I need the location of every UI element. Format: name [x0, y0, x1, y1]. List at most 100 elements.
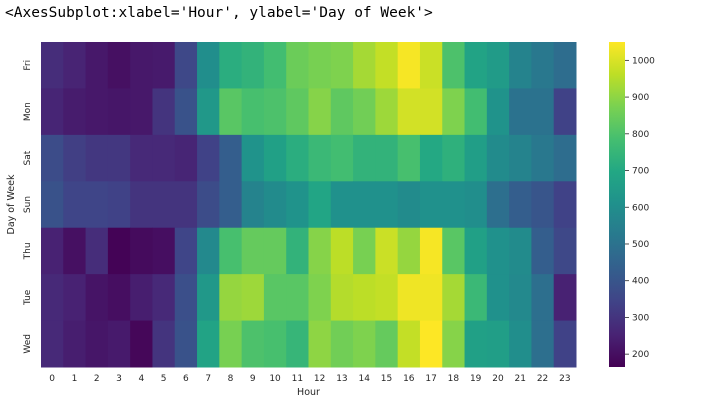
heatmap-cell [509, 320, 532, 368]
x-tick-label: 23 [559, 374, 570, 384]
heatmap-cell [197, 134, 220, 182]
heatmap-cell [375, 134, 399, 182]
heatmap-cell [442, 134, 466, 182]
heatmap-cell [152, 227, 176, 275]
heatmap-cell [130, 134, 153, 182]
heatmap-cell [219, 88, 243, 136]
heatmap-cell [241, 88, 265, 136]
colorbar [609, 42, 625, 367]
y-tick-label: Fri [23, 60, 33, 71]
heatmap-cell [286, 88, 309, 136]
heatmap-cell [486, 42, 510, 89]
heatmap-cell [353, 274, 376, 322]
heatmap-cell [85, 227, 109, 275]
heatmap-cell [286, 274, 309, 322]
heatmap-cell [330, 88, 354, 136]
heatmap-cell [174, 42, 198, 89]
heatmap-cell [509, 227, 532, 275]
heatmap-cell [397, 227, 421, 275]
heatmap-cell [509, 134, 532, 182]
heatmap-cell [85, 134, 109, 182]
heatmap-cell [130, 320, 153, 368]
heatmap-cell [107, 88, 131, 136]
heatmap-cell [174, 320, 198, 368]
y-tick-label: Thu [23, 242, 33, 260]
colorbar-tick-label: 900 [632, 93, 649, 103]
heatmap-cell [63, 274, 87, 322]
heatmap-cell [263, 88, 287, 136]
heatmap-cell [531, 42, 555, 89]
heatmap-cell [219, 134, 243, 182]
heatmap-cell [486, 227, 510, 275]
heatmap-cell [152, 320, 176, 368]
heatmap-cell [197, 274, 220, 322]
heatmap-cell [107, 42, 131, 89]
heatmap-cell [531, 227, 555, 275]
heatmap-cell [353, 227, 376, 275]
heatmap-cell [375, 88, 399, 136]
heatmap-cell [375, 320, 399, 368]
y-tick-labels: Fri Mon Sat Sun Thu Tue Wed [23, 60, 33, 354]
heatmap-cell [241, 42, 265, 89]
x-tick-label: 12 [314, 374, 325, 384]
heatmap-cell [41, 42, 64, 89]
x-tick-label: 3 [116, 374, 122, 384]
heatmap-cell [219, 320, 243, 368]
heatmap-cell [419, 181, 443, 229]
heatmap-cell [308, 320, 332, 368]
heatmap-cell [330, 227, 354, 275]
x-tick-label: 15 [381, 374, 392, 384]
heatmap-cell [41, 274, 64, 322]
heatmap-cell [397, 274, 421, 322]
x-tick-label: 5 [161, 374, 167, 384]
heatmap-cell [152, 274, 176, 322]
heatmap-cell [419, 134, 443, 182]
heatmap-cell [152, 42, 176, 89]
heatmap-cell [241, 274, 265, 322]
heatmap-cell [397, 88, 421, 136]
heatmap-cell [308, 274, 332, 322]
y-axis-label: Day of Week [6, 174, 17, 234]
heatmap-cell [375, 42, 399, 89]
heatmap-cell [174, 88, 198, 136]
heatmap-cell [442, 227, 466, 275]
colorbar-tick-label: 800 [632, 130, 649, 140]
x-tick-labels: 0 1 2 3 4 5 6 7 8 9 10 11 12 13 14 15 16 17 18 19 20 21 22 23 [49, 374, 570, 384]
heatmap-cell [353, 181, 376, 229]
heatmap-cell [397, 134, 421, 182]
heatmap-cell [308, 227, 332, 275]
x-tick-label: 18 [448, 374, 460, 384]
heatmap-cell [241, 320, 265, 368]
heatmap-cell [152, 181, 176, 229]
heatmap-cell [63, 134, 87, 182]
heatmap-cell [263, 227, 287, 275]
heatmap-cell [509, 88, 532, 136]
heatmap-cell [130, 42, 153, 89]
heatmap-cell [263, 320, 287, 368]
heatmap-cells [41, 42, 577, 368]
heatmap-cell [486, 134, 510, 182]
colorbar-tick-label: 400 [632, 277, 649, 287]
heatmap-cell [241, 181, 265, 229]
output-repr-text: <AxesSubplot:xlabel='Hour', ylabel='Day … [5, 5, 433, 21]
x-tick-label: 4 [138, 374, 144, 384]
heatmap-cell [330, 134, 354, 182]
heatmap-cell [442, 42, 466, 89]
heatmap-cell [486, 88, 510, 136]
heatmap-cell [263, 181, 287, 229]
heatmap-cell [375, 227, 399, 275]
heatmap-cell [486, 181, 510, 229]
heatmap-cell [353, 42, 376, 89]
heatmap-cell [509, 274, 532, 322]
heatmap-cell [241, 227, 265, 275]
heatmap-cell [63, 181, 87, 229]
heatmap-cell [419, 88, 443, 136]
colorbar-tick-label: 700 [632, 167, 649, 177]
heatmap-cell [308, 134, 332, 182]
x-tick-label: 19 [470, 374, 482, 384]
heatmap-cell [308, 42, 332, 89]
heatmap-cell [286, 134, 309, 182]
heatmap-cell [486, 274, 510, 322]
heatmap-cell [197, 88, 220, 136]
heatmap-cell [63, 320, 87, 368]
